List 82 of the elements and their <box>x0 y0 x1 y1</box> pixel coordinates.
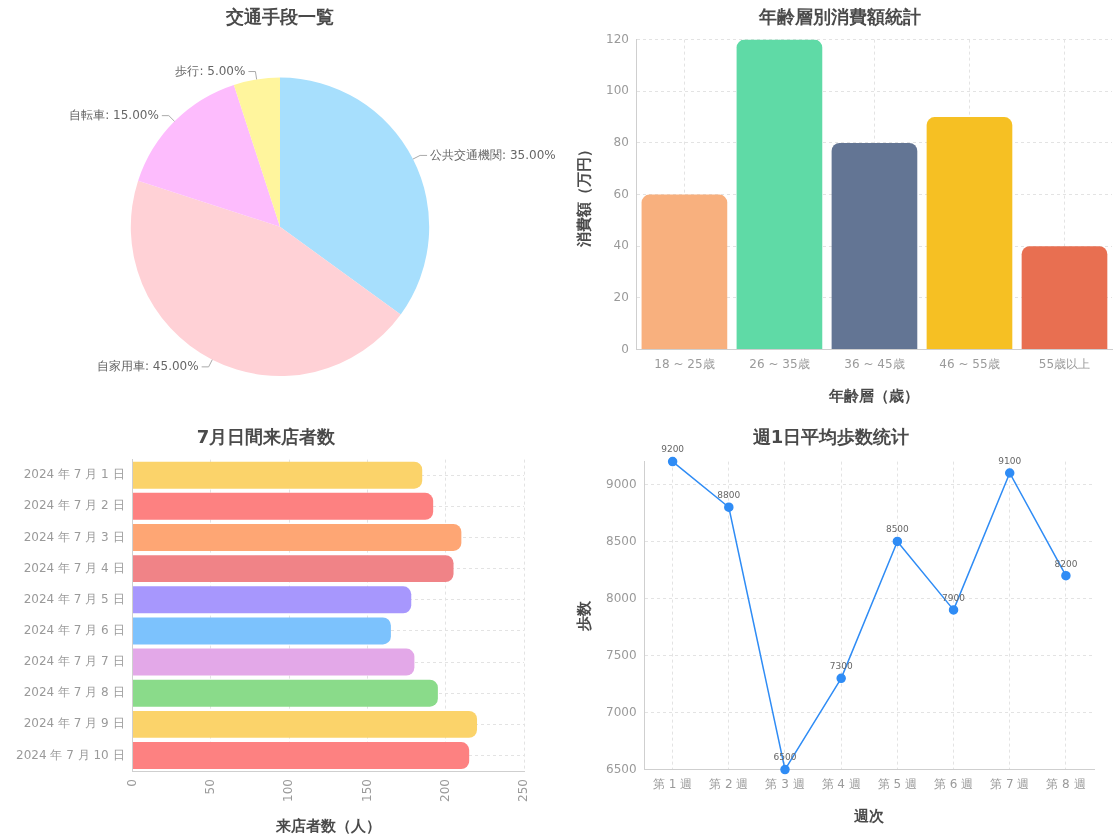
x-tick-label: 200 <box>437 779 452 802</box>
slice-label: 自家用車: 45.00% <box>97 358 199 373</box>
point <box>780 764 790 775</box>
x-tick-label: 18 ~ 25歳 <box>654 356 715 371</box>
y-tick-label: 2024 年 7 月 10 日 <box>16 747 125 762</box>
y-tick-label: 7000 <box>605 704 637 719</box>
y-tick-label: 80 <box>613 135 629 150</box>
y-tick-label: 2024 年 7 月 7 日 <box>23 654 125 669</box>
y-tick-label: 8500 <box>605 533 637 548</box>
slice-label: 自転車: 15.00% <box>69 107 159 122</box>
y-tick-label: 2024 年 7 月 9 日 <box>23 716 125 731</box>
bar <box>133 679 438 707</box>
y-axis-title: 消費額（万円） <box>574 142 593 249</box>
y-tick-label: 100 <box>606 83 629 98</box>
y-tick-label: 2024 年 7 月 4 日 <box>23 560 125 575</box>
bar <box>641 194 728 350</box>
point <box>1061 570 1071 581</box>
slice-label: 歩行: 5.00% <box>175 63 246 78</box>
data-label: 9200 <box>661 444 685 455</box>
slice-label: 公共交通機関: 35.00% <box>430 147 556 162</box>
point <box>667 456 678 467</box>
chart-title: 週1日平均歩数统计 <box>751 426 910 448</box>
y-tick-label: 2024 年 7 月 1 日 <box>23 467 125 482</box>
x-tick-label: 250 <box>516 779 531 802</box>
x-axis-title: 年齢層（歳） <box>828 386 920 405</box>
bar <box>1021 246 1108 350</box>
x-tick-label: 第 8 週 <box>1046 776 1086 791</box>
x-tick-label: 0 <box>124 779 139 787</box>
data-label: 9100 <box>998 455 1022 466</box>
bar <box>133 617 391 645</box>
x-tick-label: 150 <box>359 779 374 802</box>
y-tick-label: 7500 <box>605 647 637 662</box>
x-tick-label: 第 3 週 <box>765 776 805 791</box>
y-axis-title: 歩数 <box>574 599 593 632</box>
bar <box>133 555 454 583</box>
x-tick-label: 26 ~ 35歳 <box>749 356 810 371</box>
data-label: 8500 <box>885 524 910 535</box>
bar <box>133 524 462 551</box>
y-tick-label: 2024 年 7 月 5 日 <box>23 591 125 606</box>
y-tick-label: 60 <box>613 186 629 201</box>
x-tick-label: 第 6 週 <box>933 776 974 791</box>
bar <box>133 648 415 676</box>
chart-title: 7月日間来店者数 <box>196 426 337 448</box>
x-tick-label: 第 2 週 <box>709 776 749 791</box>
y-tick-label: 0 <box>621 341 629 356</box>
x-tick-label: 50 <box>202 779 217 795</box>
x-tick-label: 第 4 週 <box>821 776 861 791</box>
y-tick-label: 9000 <box>605 476 637 491</box>
chart-title: 年齢層別消費額統計 <box>758 6 921 28</box>
bar <box>133 492 434 520</box>
data-label: 8800 <box>717 490 741 501</box>
x-tick-label: 第 7 週 <box>990 776 1030 791</box>
point <box>836 673 846 684</box>
bar <box>133 742 470 769</box>
y-tick-label: 2024 年 7 月 8 日 <box>23 685 125 700</box>
chart-title: 交通手段一覧 <box>225 6 334 28</box>
x-tick-label: 第 5 週 <box>877 776 917 791</box>
bar <box>926 117 1013 350</box>
y-tick-label: 2024 年 7 月 6 日 <box>23 623 125 638</box>
y-tick-label: 2024 年 7 月 3 日 <box>23 529 125 544</box>
bar <box>133 710 478 738</box>
point <box>892 536 903 547</box>
bar <box>736 39 823 350</box>
x-axis-title: 来店者数（人） <box>274 816 381 835</box>
bar <box>133 461 423 489</box>
x-tick-label: 第 1 週 <box>653 776 693 791</box>
x-tick-label: 55歳以上 <box>1038 356 1091 371</box>
y-tick-label: 40 <box>613 238 629 253</box>
x-tick-label: 36 ~ 45歳 <box>844 356 905 371</box>
point <box>948 605 959 615</box>
y-tick-label: 8000 <box>605 590 637 605</box>
y-tick-label: 2024 年 7 月 2 日 <box>23 498 125 513</box>
bar <box>133 586 412 614</box>
x-tick-label: 100 <box>281 779 296 802</box>
x-tick-label: 46 ~ 55歳 <box>939 356 1000 371</box>
y-tick-label: 20 <box>613 290 629 305</box>
point <box>1004 468 1015 478</box>
point <box>724 502 734 512</box>
y-tick-label: 120 <box>606 31 629 46</box>
y-tick-label: 6500 <box>605 761 637 776</box>
bar <box>831 142 918 350</box>
x-axis-title: 週次 <box>853 806 886 825</box>
